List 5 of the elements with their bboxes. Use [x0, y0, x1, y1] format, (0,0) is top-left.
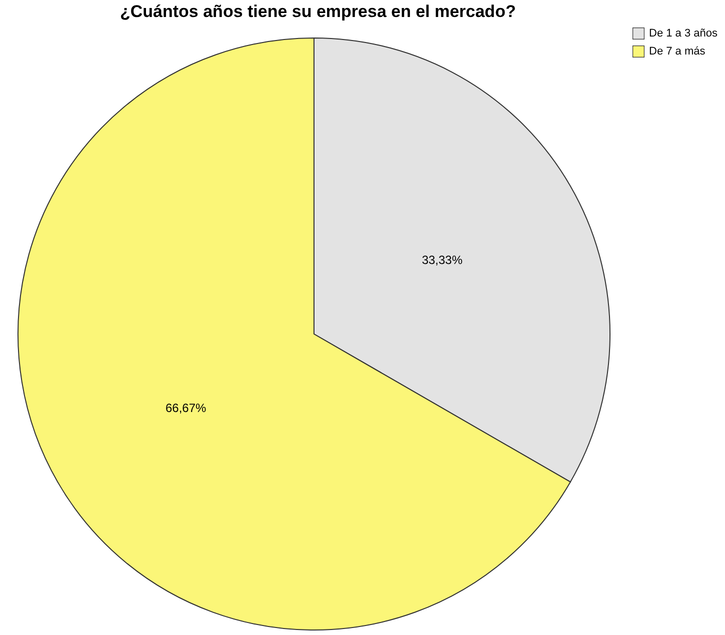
legend-label: De 1 a 3 años [649, 28, 718, 40]
data-label: 66,67% [165, 401, 207, 416]
chart-title: ¿Cuántos años tiene su empresa en el mercado? [120, 2, 516, 21]
data-label: 33,33% [422, 252, 463, 267]
legend-label: De 7 a más [649, 46, 706, 58]
